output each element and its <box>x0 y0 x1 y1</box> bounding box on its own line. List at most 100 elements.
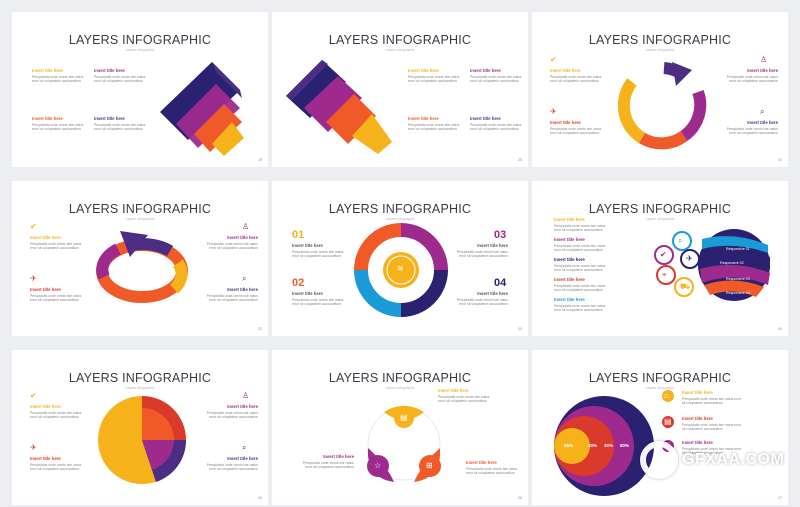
slide-3[interactable]: LAYERS INFOGRAPHIC Layers Infographic ✔ … <box>532 12 788 167</box>
user-icon: ♙ <box>242 222 250 231</box>
gift-icon: ⊞ <box>426 461 433 470</box>
text-block: Insert title here Perspiciatis unde omnis… <box>456 291 508 307</box>
text-block: Insert title here Perspiciatis unde omnis… <box>682 416 742 432</box>
text-block: Insert title here Perspiciatis unde omnis… <box>292 291 344 307</box>
slide-subtitle: Layers Infographic <box>645 386 675 390</box>
check-icon: ✔ <box>30 222 37 231</box>
step-number: 04 <box>494 277 507 289</box>
page-number: 26 <box>518 496 522 500</box>
slide-title: LAYERS INFOGRAPHIC <box>588 33 732 47</box>
page-number: 21 <box>778 158 782 162</box>
slide-title: LAYERS INFOGRAPHIC <box>328 371 472 385</box>
responsive-label: Responsive 01 <box>726 247 750 251</box>
slide-subtitle: Layers Infographic <box>125 48 155 52</box>
slide-title: LAYERS INFOGRAPHIC <box>328 202 472 216</box>
responsive-label: Responsive 03 <box>726 277 750 281</box>
percent-label: 30% <box>604 443 614 448</box>
page-number: 24 <box>778 327 782 331</box>
slide-subtitle: Layers Infographic <box>645 48 675 52</box>
search-icon: ⌕ <box>760 107 765 116</box>
check-icon: ✔ <box>30 391 37 400</box>
text-block: Insert title here Perspiciatis unde omnis… <box>94 68 146 84</box>
responsive-label: Responsive 02 <box>720 261 744 265</box>
text-block: Insert title here Perspiciatis unde omnis… <box>30 287 82 303</box>
text-block: Insert title here Perspiciatis unde omnis… <box>682 440 742 456</box>
user-icon: ♙ <box>242 391 250 400</box>
percent-label: 55% <box>564 443 574 448</box>
text-block: Insert title here Perspiciatis unde omnis… <box>408 68 460 84</box>
airplane-icon: ✈ <box>30 274 37 283</box>
text-block: Insert title here Perspiciatis unde omnis… <box>94 116 146 132</box>
text-block: Insert title here Perspiciatis unde omnis… <box>726 68 778 84</box>
airplane-icon: ✈ <box>550 107 557 116</box>
slide-6[interactable]: LAYERS INFOGRAPHIC Layers Infographic In… <box>532 181 788 336</box>
search-icon: ⌕ <box>678 236 683 245</box>
slide-subtitle: Layers Infographic <box>125 217 155 221</box>
layers-icon: ≋ <box>397 264 404 273</box>
slide-subtitle: Layers Infographic <box>385 217 415 221</box>
icon-badge <box>662 416 674 428</box>
slide-title: LAYERS INFOGRAPHIC <box>68 202 212 216</box>
responsive-label: Responsive 04 <box>726 291 750 295</box>
slide-7[interactable]: LAYERS INFOGRAPHIC Layers Infographic ✔ … <box>12 350 268 505</box>
slide-1[interactable]: LAYERS INFOGRAPHIC Layers Infographic In… <box>12 12 268 167</box>
pyramid-layers-graphic <box>160 62 244 156</box>
step-number: 01 <box>292 229 305 241</box>
text-block: Insert title here Perspiciatis unde omnis… <box>30 456 82 472</box>
layered-globe-graphic <box>654 229 770 301</box>
text-block: Insert title here Perspiciatis unde omnis… <box>682 390 742 406</box>
text-block: Insert title here Perspiciatis unde omnis… <box>32 68 84 84</box>
watermark-logo: GFXAA.COM <box>640 439 790 489</box>
ring-segments-graphic <box>354 223 448 317</box>
text-block: Insert title here Perspiciatis unde omnis… <box>470 68 522 84</box>
location-icon: ⌖ <box>662 270 667 279</box>
text-block: Insert title here Perspiciatis unde omnis… <box>438 388 490 404</box>
slide-title: LAYERS INFOGRAPHIC <box>68 33 212 47</box>
watermark-text: GFXAA.COM <box>682 451 785 468</box>
slide-5[interactable]: LAYERS INFOGRAPHIC Layers Infographic 01… <box>272 181 528 336</box>
circular-arrows-graphic <box>617 62 707 150</box>
airplane-icon: ✈ <box>30 443 37 452</box>
slide-8[interactable]: LAYERS INFOGRAPHIC Layers Infographic In… <box>272 350 528 505</box>
puzzle-circle-graphic <box>367 405 441 482</box>
page-number: 20 <box>518 158 522 162</box>
slide-title: LAYERS INFOGRAPHIC <box>588 371 732 385</box>
airplane-icon: ✈ <box>686 254 693 263</box>
text-block: Insert title here Perspiciatis unde omnis… <box>408 116 460 132</box>
slide-9[interactable]: LAYERS INFOGRAPHIC Layers Infographic 55… <box>532 350 788 505</box>
logo-ring-icon <box>640 441 678 479</box>
text-block: Insert title here Perspiciatis unde omnis… <box>470 116 522 132</box>
step-number: 02 <box>292 277 305 289</box>
check-icon: ✔ <box>660 250 667 259</box>
search-icon: ⌕ <box>242 443 247 452</box>
slide-subtitle: Layers Infographic <box>385 386 415 390</box>
text-block: Insert title here Perspiciatis unde omnis… <box>554 297 606 313</box>
sphere-cutaway-graphic <box>98 396 187 484</box>
slide-4[interactable]: LAYERS INFOGRAPHIC Layers Infographic ✔ … <box>12 181 268 336</box>
home-icon: ⌂ <box>664 391 669 400</box>
text-block: Insert title here Perspiciatis unde omnis… <box>30 235 82 251</box>
text-block: Insert title here Perspiciatis unde omnis… <box>206 235 258 251</box>
page-number: 22 <box>258 327 262 331</box>
text-block: Insert title here Perspiciatis unde omnis… <box>206 456 258 472</box>
text-block: Insert title here Perspiciatis unde omnis… <box>292 243 344 259</box>
step-number: 03 <box>494 229 507 241</box>
text-block: Insert title here Perspiciatis unde omnis… <box>32 116 84 132</box>
text-block: Insert title here Perspiciatis unde omnis… <box>456 243 508 259</box>
slide-title: LAYERS INFOGRAPHIC <box>588 202 732 216</box>
text-block: Insert title here Perspiciatis unde omnis… <box>550 120 602 136</box>
slide-2[interactable]: LAYERS INFOGRAPHIC Layers Infographic In… <box>272 12 528 167</box>
slide-title: LAYERS INFOGRAPHIC <box>68 371 212 385</box>
text-block: Insert title here Perspiciatis unde omnis… <box>30 404 82 420</box>
document-icon: ▤ <box>664 417 672 426</box>
page-number: 25 <box>258 496 262 500</box>
text-block: Insert title here Perspiciatis unde omnis… <box>554 217 606 233</box>
text-block: Insert title here Perspiciatis unde omnis… <box>726 120 778 136</box>
percent-label: 80% <box>620 443 630 448</box>
nested-circles-graphic <box>554 396 654 496</box>
check-icon: ✔ <box>550 55 557 64</box>
text-block: Insert title here Perspiciatis unde omnis… <box>466 460 518 476</box>
pyramid-layers-graphic <box>286 60 392 154</box>
page-number: 23 <box>518 327 522 331</box>
search-icon: ⌕ <box>242 274 247 283</box>
